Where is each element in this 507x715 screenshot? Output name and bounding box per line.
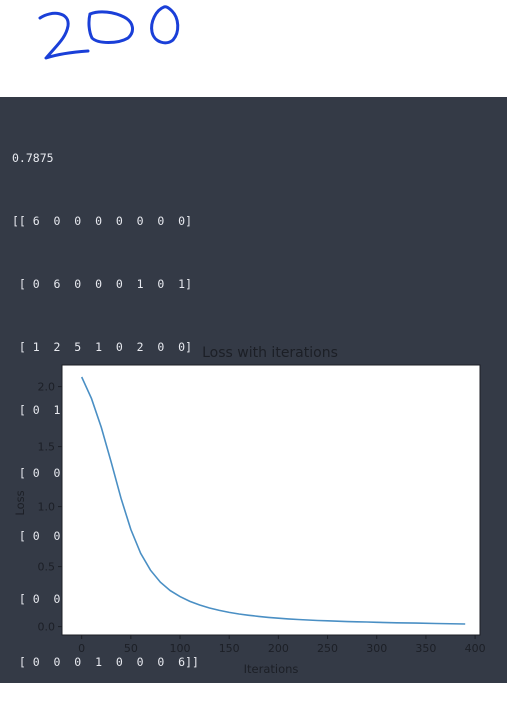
matrix-row: [ 1 2 5 1 0 2 0 0]: [12, 340, 193, 354]
x-tick-label: 400: [465, 642, 486, 655]
x-tick-label: 0: [78, 642, 85, 655]
x-tick-label: 100: [170, 642, 191, 655]
chart-title: Loss with iterations: [202, 345, 338, 361]
y-tick-label: 0.0: [38, 621, 56, 634]
x-tick-label: 350: [415, 642, 436, 655]
accuracy-value: 0.7875: [12, 151, 54, 165]
y-tick-label: 1.5: [38, 441, 56, 454]
matrix-row: [[ 6 0 0 0 0 0 0 0]: [12, 214, 193, 228]
y-tick-label: 1.0: [38, 501, 56, 514]
cell-output: 0.7875 [[ 6 0 0 0 0 0 0 0] [ 0 6 0 0 0 1…: [0, 97, 507, 683]
plot-area: [61, 364, 481, 636]
x-tick-label: 150: [219, 642, 240, 655]
handwritten-number: [38, 5, 180, 60]
y-axis-label: Loss: [13, 490, 27, 515]
x-axis-label: Iterations: [244, 662, 299, 676]
matrix-row: [ 0 6 0 0 0 1 0 1]: [12, 277, 193, 291]
loss-chart-svg: Loss with iterations 0 50 100 150 200 250 300 3…: [13, 345, 486, 676]
x-tick-label: 250: [317, 642, 338, 655]
y-axis: 0.0 0.5 1.0 1.5 2.0: [38, 381, 62, 634]
loss-series-line: [80, 376, 466, 625]
y-tick-label: 2.0: [38, 381, 56, 394]
handwriting-area: [0, 0, 507, 97]
x-axis: 0 50 100 150 200 250 300 350 400: [78, 635, 486, 655]
x-tick-label: 300: [366, 642, 387, 655]
loss-chart: Loss with iterations 0 50 100 150 200 250 300 3…: [0, 337, 507, 687]
x-tick-label: 200: [268, 642, 289, 655]
matrix-row: [ 0 0 0 1 0 0 0 6]]: [12, 655, 199, 669]
y-tick-label: 0.5: [38, 561, 56, 574]
x-tick-label: 50: [124, 642, 138, 655]
